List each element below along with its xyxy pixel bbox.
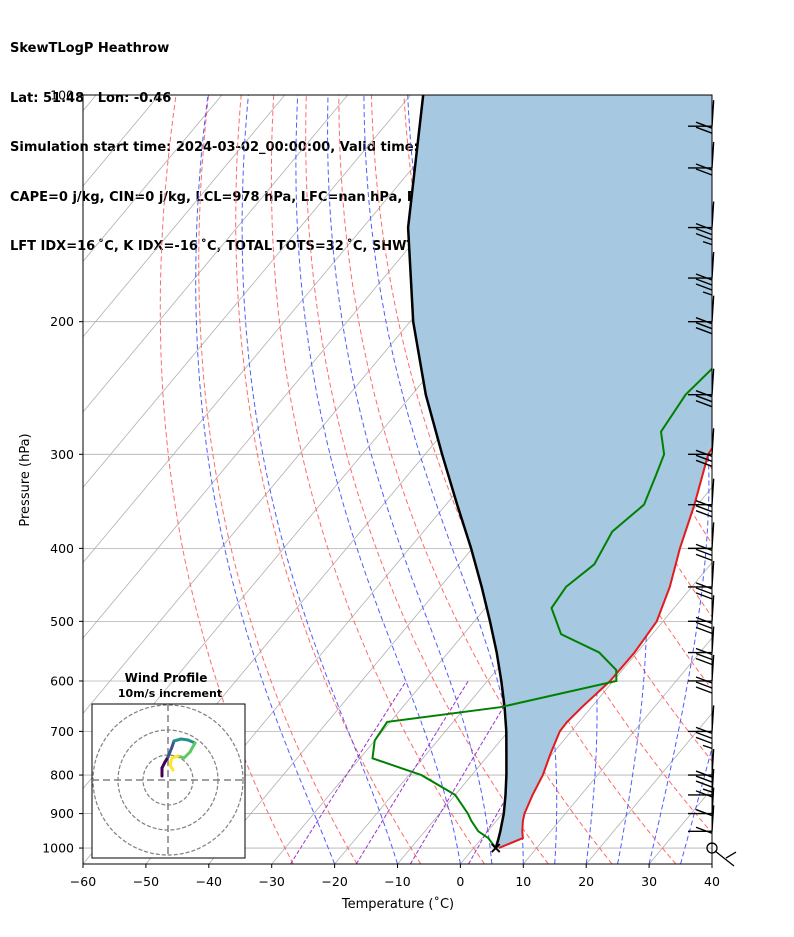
x-axis-title: Temperature (˚C)	[341, 896, 454, 912]
y-tick-label: 400	[50, 541, 74, 556]
dry-adiabat	[305, 95, 549, 864]
hodograph-segment	[168, 763, 175, 772]
temperature-profile-line	[498, 446, 712, 849]
dry-adiabat	[338, 95, 613, 864]
isotherm-line	[585, 712, 712, 864]
isotherm-line	[83, 95, 97, 112]
isotherm-line	[83, 95, 411, 488]
x-tick-label: 40	[704, 874, 720, 889]
inset-title: Wind Profile	[125, 671, 208, 685]
sounding-profiles	[371, 95, 712, 853]
y-tick-label: 200	[50, 314, 74, 329]
x-tick-label: 30	[641, 874, 657, 889]
parcel-profile-line	[406, 95, 508, 849]
x-tick-label: −10	[384, 874, 410, 889]
y-tick-label: 100	[50, 88, 74, 103]
isotherm-line	[522, 637, 712, 864]
dry-adiabat	[762, 95, 794, 864]
wind-barb	[688, 295, 715, 335]
x-tick-label: −30	[259, 874, 285, 889]
dry-adiabat	[730, 95, 794, 864]
dry-adiabat	[198, 95, 358, 864]
y-tick-label: 700	[50, 724, 74, 739]
isotherm-line	[83, 95, 286, 338]
station-coordinates: Lat: 51.48 Lon: -0.46	[10, 90, 172, 106]
y-tick-label: 800	[50, 768, 74, 783]
moist-adiabat	[295, 95, 461, 864]
mixing-ratio-line	[290, 680, 407, 864]
moist-adiabat	[241, 95, 398, 864]
moist-adiabat	[327, 95, 493, 864]
inset-subtitle: 10m/s increment	[118, 687, 222, 700]
dry-adiabat	[235, 95, 422, 864]
x-tick-label: −50	[133, 874, 159, 889]
wind-profile-inset: Wind Profile 10m/s increment	[91, 671, 246, 859]
y-tick-label: 300	[50, 447, 74, 462]
cape-cin-shading	[408, 95, 712, 848]
x-axis: −60 −50 −40 −30 −20 −10 0 10 20 30 40	[70, 864, 720, 889]
dry-adiabat	[270, 95, 485, 864]
y-tick-label: 1000	[42, 841, 74, 856]
moist-adiabat	[711, 862, 712, 864]
wind-barb	[688, 749, 715, 793]
hodograph-segment	[188, 741, 197, 754]
mixing-ratio-line	[355, 680, 469, 864]
wind-barb	[688, 522, 715, 562]
wind-barb	[688, 560, 715, 600]
y-axis-title: Pressure (hPa)	[18, 433, 33, 526]
moist-adiabat	[195, 95, 336, 864]
y-axis: 1000 900 800 700 600 500 400 300 200 100	[42, 88, 83, 856]
y-tick-label: 900	[50, 806, 74, 821]
wind-barb	[706, 842, 737, 867]
x-tick-label: −20	[321, 874, 347, 889]
wind-barb	[688, 595, 715, 635]
moist-adiabat	[744, 95, 794, 864]
y-tick-label: 500	[50, 614, 74, 629]
x-tick-label: 20	[578, 874, 594, 889]
x-tick-label: −60	[70, 874, 96, 889]
wind-barb	[688, 705, 715, 750]
isotherm-line	[83, 95, 474, 564]
dewpoint-profile-line	[371, 367, 712, 849]
isotherm-line	[711, 863, 712, 864]
isotherm-line	[83, 95, 223, 262]
x-tick-label: 10	[515, 874, 531, 889]
moist-adiabat	[363, 95, 524, 864]
wind-barb	[688, 626, 715, 666]
x-tick-label: −40	[196, 874, 222, 889]
isotherm-line	[397, 486, 712, 864]
isotherm-line	[460, 562, 712, 864]
surface-parcel-marker	[491, 843, 501, 853]
mixing-ratio-line	[409, 680, 520, 864]
isotherm-line	[83, 95, 349, 413]
dry-adiabat	[370, 95, 677, 864]
hodograph	[92, 704, 245, 858]
y-tick-label: 600	[50, 673, 74, 688]
station-title: SkewTLogP Heathrow	[10, 41, 170, 56]
x-tick-label: 0	[456, 874, 464, 889]
wind-barbs	[688, 100, 737, 867]
